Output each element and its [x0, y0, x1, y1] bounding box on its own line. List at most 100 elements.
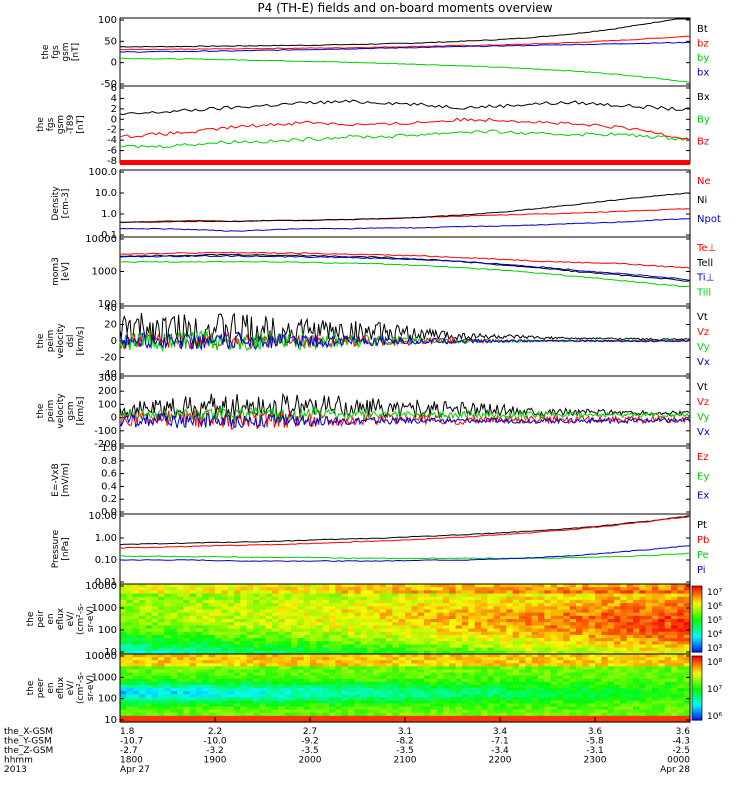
- spectrogram-cell: [227, 599, 235, 604]
- spectrogram-cell: [139, 654, 146, 658]
- spectrogram-cell: [145, 706, 153, 711]
- spectrogram-cell: [449, 663, 457, 667]
- spectrogram-cell: [177, 697, 184, 701]
- spectrogram-cell: [145, 631, 153, 636]
- y-label-line: [km/s]: [76, 397, 86, 426]
- x-tick-label: 2.2: [208, 727, 222, 737]
- spectrogram-cell: [208, 619, 216, 623]
- spectrogram-cell: [265, 703, 273, 708]
- spectrogram-cell: [563, 660, 571, 664]
- spectrogram-cell: [436, 625, 444, 630]
- spectrogram-cell: [170, 688, 178, 692]
- spectrogram-cell: [436, 612, 444, 617]
- spectrogram-cell: [120, 615, 127, 620]
- spectrogram-cell: [595, 715, 602, 720]
- spectrogram-cell: [424, 638, 431, 642]
- x-tick-label: -4.3: [672, 737, 690, 747]
- spectrogram-cell: [677, 709, 685, 714]
- spectrogram-cell: [316, 703, 324, 708]
- spectrogram-cell: [487, 678, 495, 683]
- spectrogram-cell: [677, 712, 685, 717]
- spectrogram-cell: [189, 625, 197, 630]
- spectrogram-cell: [569, 663, 577, 667]
- spectrogram-cell: [569, 625, 577, 630]
- spectrogram-cell: [354, 619, 362, 623]
- spectrogram-cell: [645, 650, 653, 655]
- spectrogram-cell: [259, 606, 267, 611]
- spectrogram-cell: [297, 638, 305, 642]
- spectrogram-cell: [297, 678, 305, 683]
- spectrogram-cell: [120, 599, 127, 604]
- spectrogram-cell: [329, 650, 336, 655]
- spectrogram-cell: [417, 615, 425, 620]
- spectrogram-cell: [354, 666, 362, 671]
- spectrogram-cell: [367, 678, 374, 683]
- spectrogram-cell: [272, 663, 279, 667]
- spectrogram-cell: [595, 650, 602, 655]
- series-line-Bx: [119, 99, 691, 116]
- spectrogram-cell: [164, 691, 172, 695]
- spectrogram-cell: [544, 691, 552, 695]
- spectrogram-cell: [265, 612, 273, 617]
- spectrogram-cell: [512, 644, 520, 649]
- spectrogram-cell: [519, 718, 526, 723]
- spectrogram-cell: [481, 654, 488, 658]
- spectrogram-cell: [379, 672, 387, 677]
- spectrogram-cell: [531, 606, 539, 611]
- colorbar-step: [692, 627, 702, 631]
- spectrogram-cell: [329, 631, 336, 636]
- spectrogram-cell: [145, 609, 153, 614]
- spectrogram-cell: [189, 694, 197, 698]
- spectrogram-cell: [120, 593, 127, 598]
- spectrogram-cell: [582, 666, 590, 671]
- spectrogram-cell: [170, 593, 178, 598]
- spectrogram-cell: [208, 644, 216, 649]
- spectrogram-cell: [392, 718, 400, 723]
- spectrogram-cell: [297, 697, 305, 701]
- spectrogram-cell: [398, 691, 406, 695]
- spectrogram-cell: [303, 688, 311, 692]
- spectrogram-cell: [500, 641, 507, 646]
- spectrogram-cell: [354, 650, 362, 655]
- spectrogram-cell: [614, 709, 621, 714]
- spectrogram-cell: [455, 706, 463, 711]
- spectrogram-cell: [639, 691, 647, 695]
- spectrogram-cell: [379, 654, 387, 658]
- spectrogram-cell: [126, 706, 134, 711]
- spectrogram-cell: [189, 647, 197, 652]
- spectrogram-cell: [563, 700, 571, 705]
- spectrogram-cell: [126, 715, 134, 720]
- x-tick-label: 3.4: [493, 727, 508, 737]
- spectrogram-cell: [487, 675, 495, 680]
- spectrogram-cell: [626, 672, 634, 677]
- spectrogram-cell: [443, 615, 450, 620]
- spectrogram-cell: [158, 691, 165, 695]
- spectrogram-cell: [626, 706, 634, 711]
- spectrogram-cell: [303, 712, 311, 717]
- spectrogram-cell: [272, 612, 279, 617]
- spectrogram-cell: [234, 593, 241, 598]
- spectrogram-cell: [367, 625, 374, 630]
- spectrogram-cell: [563, 631, 571, 636]
- spectrogram-cell: [405, 631, 412, 636]
- spectrogram-cell: [132, 709, 140, 714]
- spectrogram-cell: [234, 612, 241, 617]
- spectrogram-cell: [607, 603, 615, 607]
- spectrogram-cell: [405, 712, 412, 717]
- spectrogram-cell: [158, 638, 165, 642]
- spectrogram-cell: [411, 647, 419, 652]
- spectrogram-cell: [253, 657, 260, 661]
- spectrogram-cell: [595, 691, 602, 695]
- y-label-line: (cm²-s-: [76, 672, 86, 704]
- spectrogram-cell: [481, 681, 488, 686]
- spectrogram-cell: [455, 654, 463, 658]
- spectrogram-cell: [132, 684, 140, 689]
- spectrogram-cell: [614, 638, 621, 642]
- spectrogram-cell: [170, 603, 178, 607]
- spectrogram-cell: [677, 688, 685, 692]
- spectrogram-cell: [297, 644, 305, 649]
- spectrogram-cell: [607, 619, 615, 623]
- spectrogram-cell: [544, 675, 552, 680]
- spectrogram-cell: [683, 634, 691, 639]
- spectrogram-cell: [411, 697, 419, 701]
